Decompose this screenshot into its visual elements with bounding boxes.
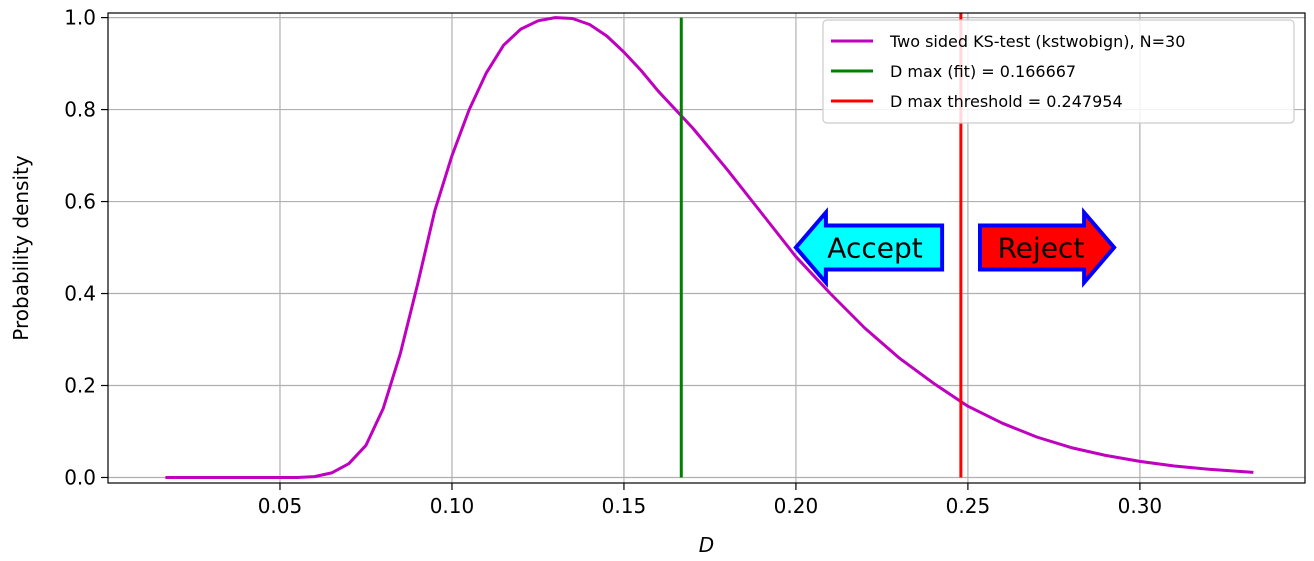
annotations: Accept Reject bbox=[793, 207, 1117, 288]
axis-ticks: 0.05 0.10 0.15 0.20 0.25 0.30 0.0 0.2 0.4 0.6 0.8 1… bbox=[64, 6, 1162, 518]
y-tick-label: 0.6 bbox=[64, 190, 96, 214]
accept-arrow bbox=[793, 207, 945, 288]
x-tick-label: 0.05 bbox=[258, 494, 303, 518]
y-axis-label: Probability density bbox=[9, 155, 33, 341]
y-tick-label: 0.8 bbox=[64, 98, 96, 122]
legend: Two sided KS-test (kstwobign), N=30 D max… bbox=[822, 19, 1295, 124]
legend-entry: D max (fit) = 0.166667 bbox=[890, 62, 1076, 81]
axes-frame bbox=[107, 12, 1306, 484]
legend-entry: Two sided KS-test (kstwobign), N=30 bbox=[889, 32, 1185, 51]
y-tick-label: 1.0 bbox=[64, 6, 96, 30]
y-tick-label: 0.4 bbox=[64, 282, 96, 306]
legend-box bbox=[822, 19, 1295, 124]
y-tick-label: 0.2 bbox=[64, 374, 96, 398]
reject-label: Reject bbox=[998, 232, 1085, 265]
x-tick-label: 0.20 bbox=[774, 494, 819, 518]
legend-entry: D max threshold = 0.247954 bbox=[890, 92, 1123, 111]
reject-arrow bbox=[978, 207, 1117, 288]
x-tick-label: 0.15 bbox=[602, 494, 647, 518]
y-tick-label: 0.0 bbox=[64, 465, 96, 489]
x-tick-label: 0.10 bbox=[430, 494, 475, 518]
x-axis-label: D bbox=[699, 533, 714, 557]
x-tick-label: 0.25 bbox=[946, 494, 991, 518]
series-line-0 bbox=[165, 16, 1254, 479]
x-tick-label: 0.30 bbox=[1118, 494, 1163, 518]
accept-label: Accept bbox=[827, 232, 922, 265]
